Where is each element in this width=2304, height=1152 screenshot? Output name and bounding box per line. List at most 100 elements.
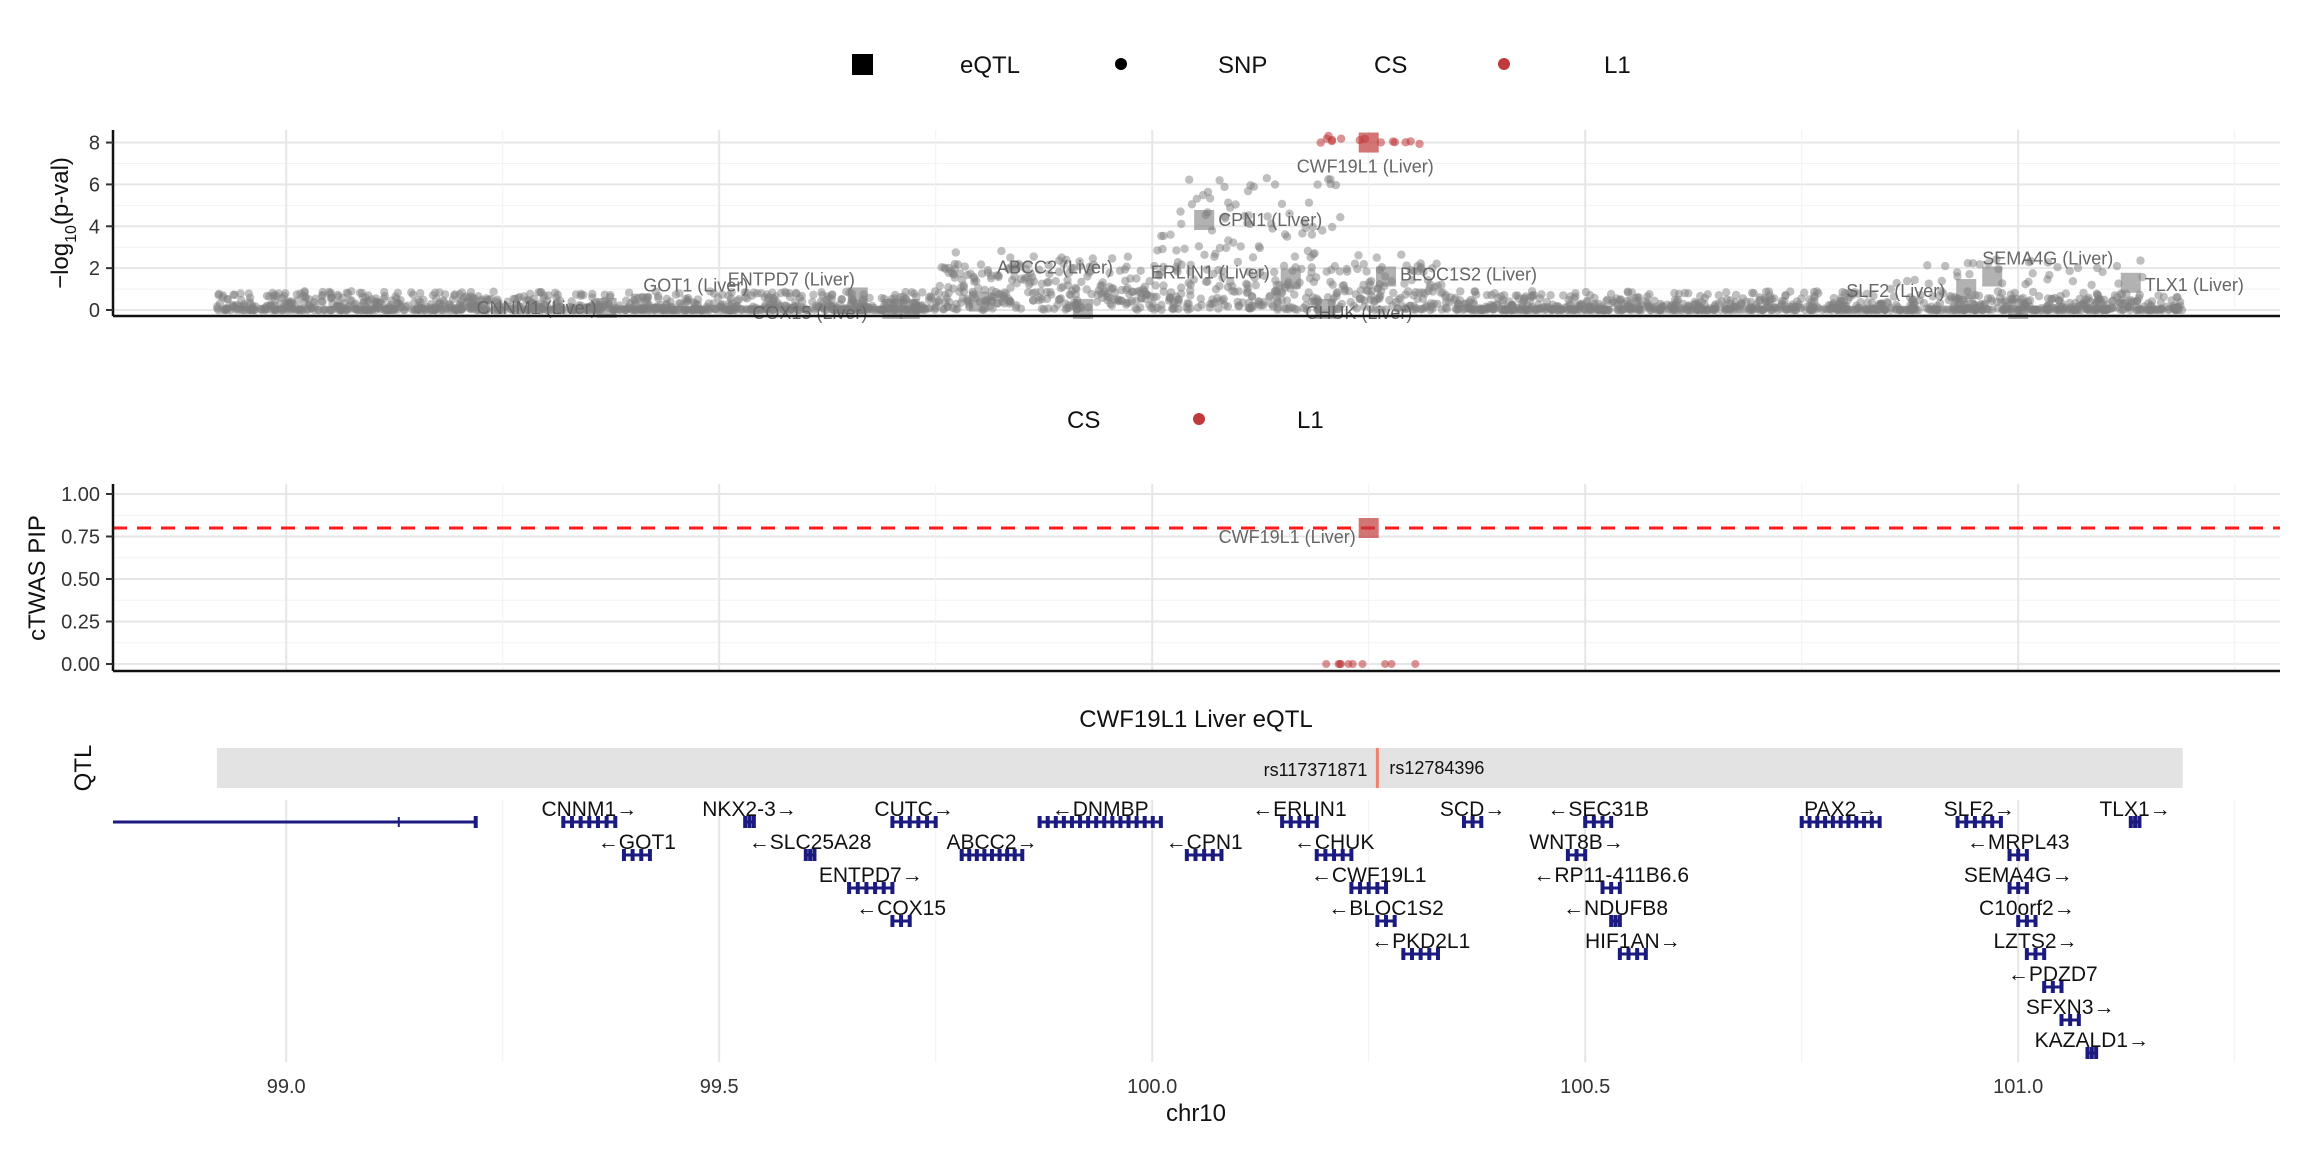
snp-point [809,290,818,299]
gene-exon [890,915,895,927]
snp-point [1423,276,1433,285]
gene-exon [967,849,972,861]
eqtl-point-label: ENTPD7 (Liver) [728,269,855,289]
eqtl-point-label: CNNM1 (Liver) [477,298,597,318]
gene-exon [1110,816,1115,828]
snp-point [713,293,723,302]
qtl-y-title: QTL [70,745,97,792]
snp-point [1248,253,1258,262]
snp-point [1053,300,1062,310]
snp-point [1071,283,1080,293]
snp-point [925,295,934,305]
snp-point [1573,301,1583,310]
gene-exon [1565,849,1570,861]
qtl-snp-label-2: rs12784396 [1389,758,1484,778]
eqtl-point-label: CHUK (Liver) [1305,303,1412,323]
snp-point [589,305,598,315]
gene-exon [2016,882,2021,894]
gene-label: NKX2-3→ [702,798,797,821]
snp-point [1039,305,1049,314]
gene-exon [2094,1047,2099,1059]
snp-point [2026,256,2035,266]
snp-point [1469,298,1478,307]
snp-point [1941,261,1950,271]
snp-point [277,305,286,315]
snp-point [1992,255,2001,264]
snp-point [1749,289,1759,298]
gene-exon [1323,849,1328,861]
snp-point [1058,282,1068,291]
snp-point [1307,230,1317,239]
gene-exon [1375,882,1380,894]
gene-exon [997,849,1002,861]
snp-point [489,287,498,296]
snp-point [353,305,363,314]
eqtl-point-label: CPN1 (Liver) [1218,210,1322,230]
snp-point [1500,291,1509,300]
eqtl-point-label: SLF2 (Liver) [1846,281,1945,301]
snp-point [808,297,817,307]
gene-label: SFXN3→ [2026,996,2115,1019]
snp-point [828,290,837,299]
snp-point [2043,258,2053,267]
gene-exon [473,816,478,828]
gene-label: ←COX15 [856,897,946,920]
snp-point [1355,294,1365,303]
snp-point [1036,287,1045,296]
pip-snp-point [1381,660,1390,668]
gene-exon [1583,849,1588,861]
snp-point [987,286,997,295]
snp-point [1781,290,1790,300]
snp-point [1088,254,1098,263]
snp-point [1220,182,1229,192]
eqtl-marker [882,298,903,319]
snp-point [1290,252,1300,261]
snp-point [1428,264,1437,273]
gene-exon [1600,882,1605,894]
snp-point [1374,305,1383,314]
gene-exon [1332,849,1337,861]
snp-point [1530,305,1540,314]
snp-point [550,288,560,297]
gene-exon [974,849,979,861]
snp-point [1746,304,1756,313]
association-y-title: −log10(p-val) [47,157,80,289]
snp-point [466,287,476,297]
snp-point [2146,301,2155,310]
gene-label: WNT8B→ [1529,831,1624,854]
gene-label: ←NDUFB8 [1563,897,1668,920]
snp-point [1346,297,1355,307]
snp-point [1270,180,1280,189]
pip-y-ticks: 0.00 0.25 0.50 0.75 1.00 [61,484,113,676]
snp-point [298,291,308,301]
gene-exon [1815,816,1820,828]
snp-point [246,299,255,309]
snp-point [1277,287,1286,296]
snp-point [1559,291,1568,300]
snp-point [2138,305,2147,315]
gene-x-title: chr10 [1166,1100,1226,1127]
snp-point [1166,230,1175,239]
snp-point [1511,291,1521,300]
snp-point [307,304,316,313]
pip-snp-point [1387,660,1396,668]
snp-point [1006,253,1015,262]
snp-point [621,305,630,315]
snp-point [1721,305,1730,314]
snp-point [1646,305,1655,315]
gene-label: CUTC→ [874,798,953,821]
gene-exon [1280,816,1285,828]
snp-point [1236,242,1245,251]
snp-point [1995,293,2005,302]
snp-point [1359,280,1368,290]
association-y-ticks: 0 2 4 6 8 [89,133,113,322]
snp-point [250,305,259,315]
snp-point [1849,290,1858,299]
snp-point [1350,259,1360,268]
snp-point [724,299,734,308]
snp-point [226,305,235,315]
gene-exon [1012,849,1017,861]
snp-point [2066,304,2075,313]
snp-point [952,299,961,309]
snp-point [976,260,986,269]
